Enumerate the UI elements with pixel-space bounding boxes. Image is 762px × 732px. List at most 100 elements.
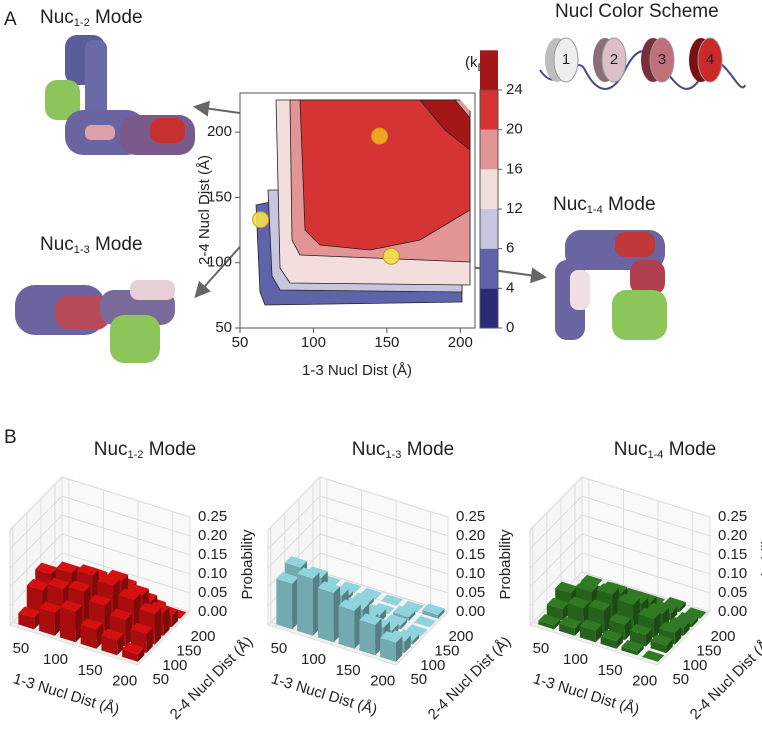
grid-line xyxy=(529,476,711,531)
x-tick-label: 200 xyxy=(112,673,137,690)
bar-side xyxy=(412,634,420,645)
chart-title: Nuc1-3 Mode xyxy=(352,439,455,461)
y-tick-label: 50 xyxy=(152,671,169,688)
colorbar-band xyxy=(480,169,498,209)
z-tick-label: 0.05 xyxy=(456,584,485,601)
y-tick-label: 100 xyxy=(162,657,187,674)
bar-top xyxy=(621,640,644,652)
bar-top xyxy=(26,578,49,591)
bar-top xyxy=(68,580,91,592)
x-axis-label: 1-3 Nucl Dist (Å) xyxy=(302,362,412,379)
bar-front xyxy=(297,573,313,636)
bar-side xyxy=(146,627,153,654)
y-tick-label: 100 xyxy=(420,657,445,674)
bar-top xyxy=(650,634,673,646)
structure-nuc12 xyxy=(45,35,195,155)
grid-line xyxy=(270,527,399,663)
bar-side xyxy=(679,601,686,613)
label-sub: 1-2 xyxy=(128,449,144,461)
structure-nuc13 xyxy=(15,280,175,363)
label-part: Nuc xyxy=(40,7,74,28)
z-tick-label: 0.25 xyxy=(718,508,747,525)
x-tick-label: 150 xyxy=(598,662,623,679)
bar-front xyxy=(59,606,76,643)
bar-top xyxy=(105,569,129,582)
label-sub: 1-2 xyxy=(74,17,90,29)
z-tick-label: 0.15 xyxy=(198,546,227,563)
x-tick-label: 100 xyxy=(43,651,68,668)
bar-top xyxy=(109,608,133,621)
bar xyxy=(59,600,83,643)
z-axis-label: Probability xyxy=(239,529,256,600)
mode-label: Nuc1-4 Mode xyxy=(553,194,656,216)
bar-top xyxy=(130,622,153,635)
bar-front xyxy=(579,625,596,643)
bar-top xyxy=(359,613,382,625)
bar-side xyxy=(163,606,170,636)
bar-top xyxy=(80,618,103,630)
bar xyxy=(559,616,582,636)
bar-top xyxy=(567,596,590,609)
bar-top xyxy=(380,594,403,606)
bar xyxy=(276,572,299,630)
x-tick-label: 150 xyxy=(374,334,399,351)
label-part: (k xyxy=(465,54,478,71)
bar xyxy=(359,613,382,656)
bar-front xyxy=(317,587,334,643)
z-axis-label: Probability xyxy=(759,529,762,600)
nucleosome-number: 4 xyxy=(706,51,714,68)
label-part: Mode xyxy=(401,439,454,460)
z-tick-label: 0.05 xyxy=(718,584,747,601)
bar-top xyxy=(559,616,582,629)
bar-side xyxy=(691,617,699,628)
bar-top xyxy=(380,631,403,643)
bar-side xyxy=(438,608,445,619)
marker xyxy=(252,211,270,229)
bar xyxy=(580,574,603,587)
bar-top xyxy=(89,594,112,606)
bar xyxy=(684,607,707,619)
y-tick-label: 200 xyxy=(207,123,232,140)
z-axis-label: Probability xyxy=(497,529,514,600)
chart-title: Nuc1-2 Mode xyxy=(94,439,197,461)
colorbar-tick-label: 16 xyxy=(506,160,523,177)
bar-front xyxy=(538,620,555,630)
bar-top xyxy=(675,612,699,624)
bar-top xyxy=(35,562,58,575)
bar-front xyxy=(559,623,575,636)
marker xyxy=(382,247,400,265)
colorbar-band xyxy=(480,50,498,90)
bar-top xyxy=(642,650,665,662)
bar-side xyxy=(408,610,416,621)
label-part: Mode xyxy=(90,7,143,28)
bar-side xyxy=(375,618,382,656)
label-part: Mode xyxy=(143,439,196,460)
grid-line xyxy=(532,527,661,663)
bar-top xyxy=(55,561,79,574)
z-tick-label: 0.20 xyxy=(198,527,227,544)
bar-side xyxy=(674,626,682,645)
y-tick-label: 150 xyxy=(434,642,459,659)
bar-top xyxy=(684,607,707,619)
bar xyxy=(642,650,665,662)
bar-side xyxy=(34,611,41,630)
bar-top xyxy=(646,602,669,615)
bar-front xyxy=(39,608,55,636)
bar-top xyxy=(422,603,445,615)
colorbar-band xyxy=(480,90,498,130)
z-tick-label: 0.20 xyxy=(718,527,747,544)
panel-label: A xyxy=(4,9,17,30)
bar xyxy=(405,624,428,636)
bar-side xyxy=(54,606,62,636)
bar-top xyxy=(118,588,141,601)
mode-label: Nuc1-3 Mode xyxy=(40,234,143,256)
bar-top xyxy=(638,607,661,620)
z-tick-label: 0.10 xyxy=(198,565,227,582)
x-axis-label: 1-3 Nucl Dist (Å) xyxy=(269,670,379,718)
colorbar-band xyxy=(480,288,498,328)
bar-side xyxy=(683,621,690,636)
bar-top xyxy=(667,616,690,629)
scheme-icons xyxy=(539,37,746,90)
bar-top xyxy=(546,597,569,610)
bar-top xyxy=(276,572,299,584)
